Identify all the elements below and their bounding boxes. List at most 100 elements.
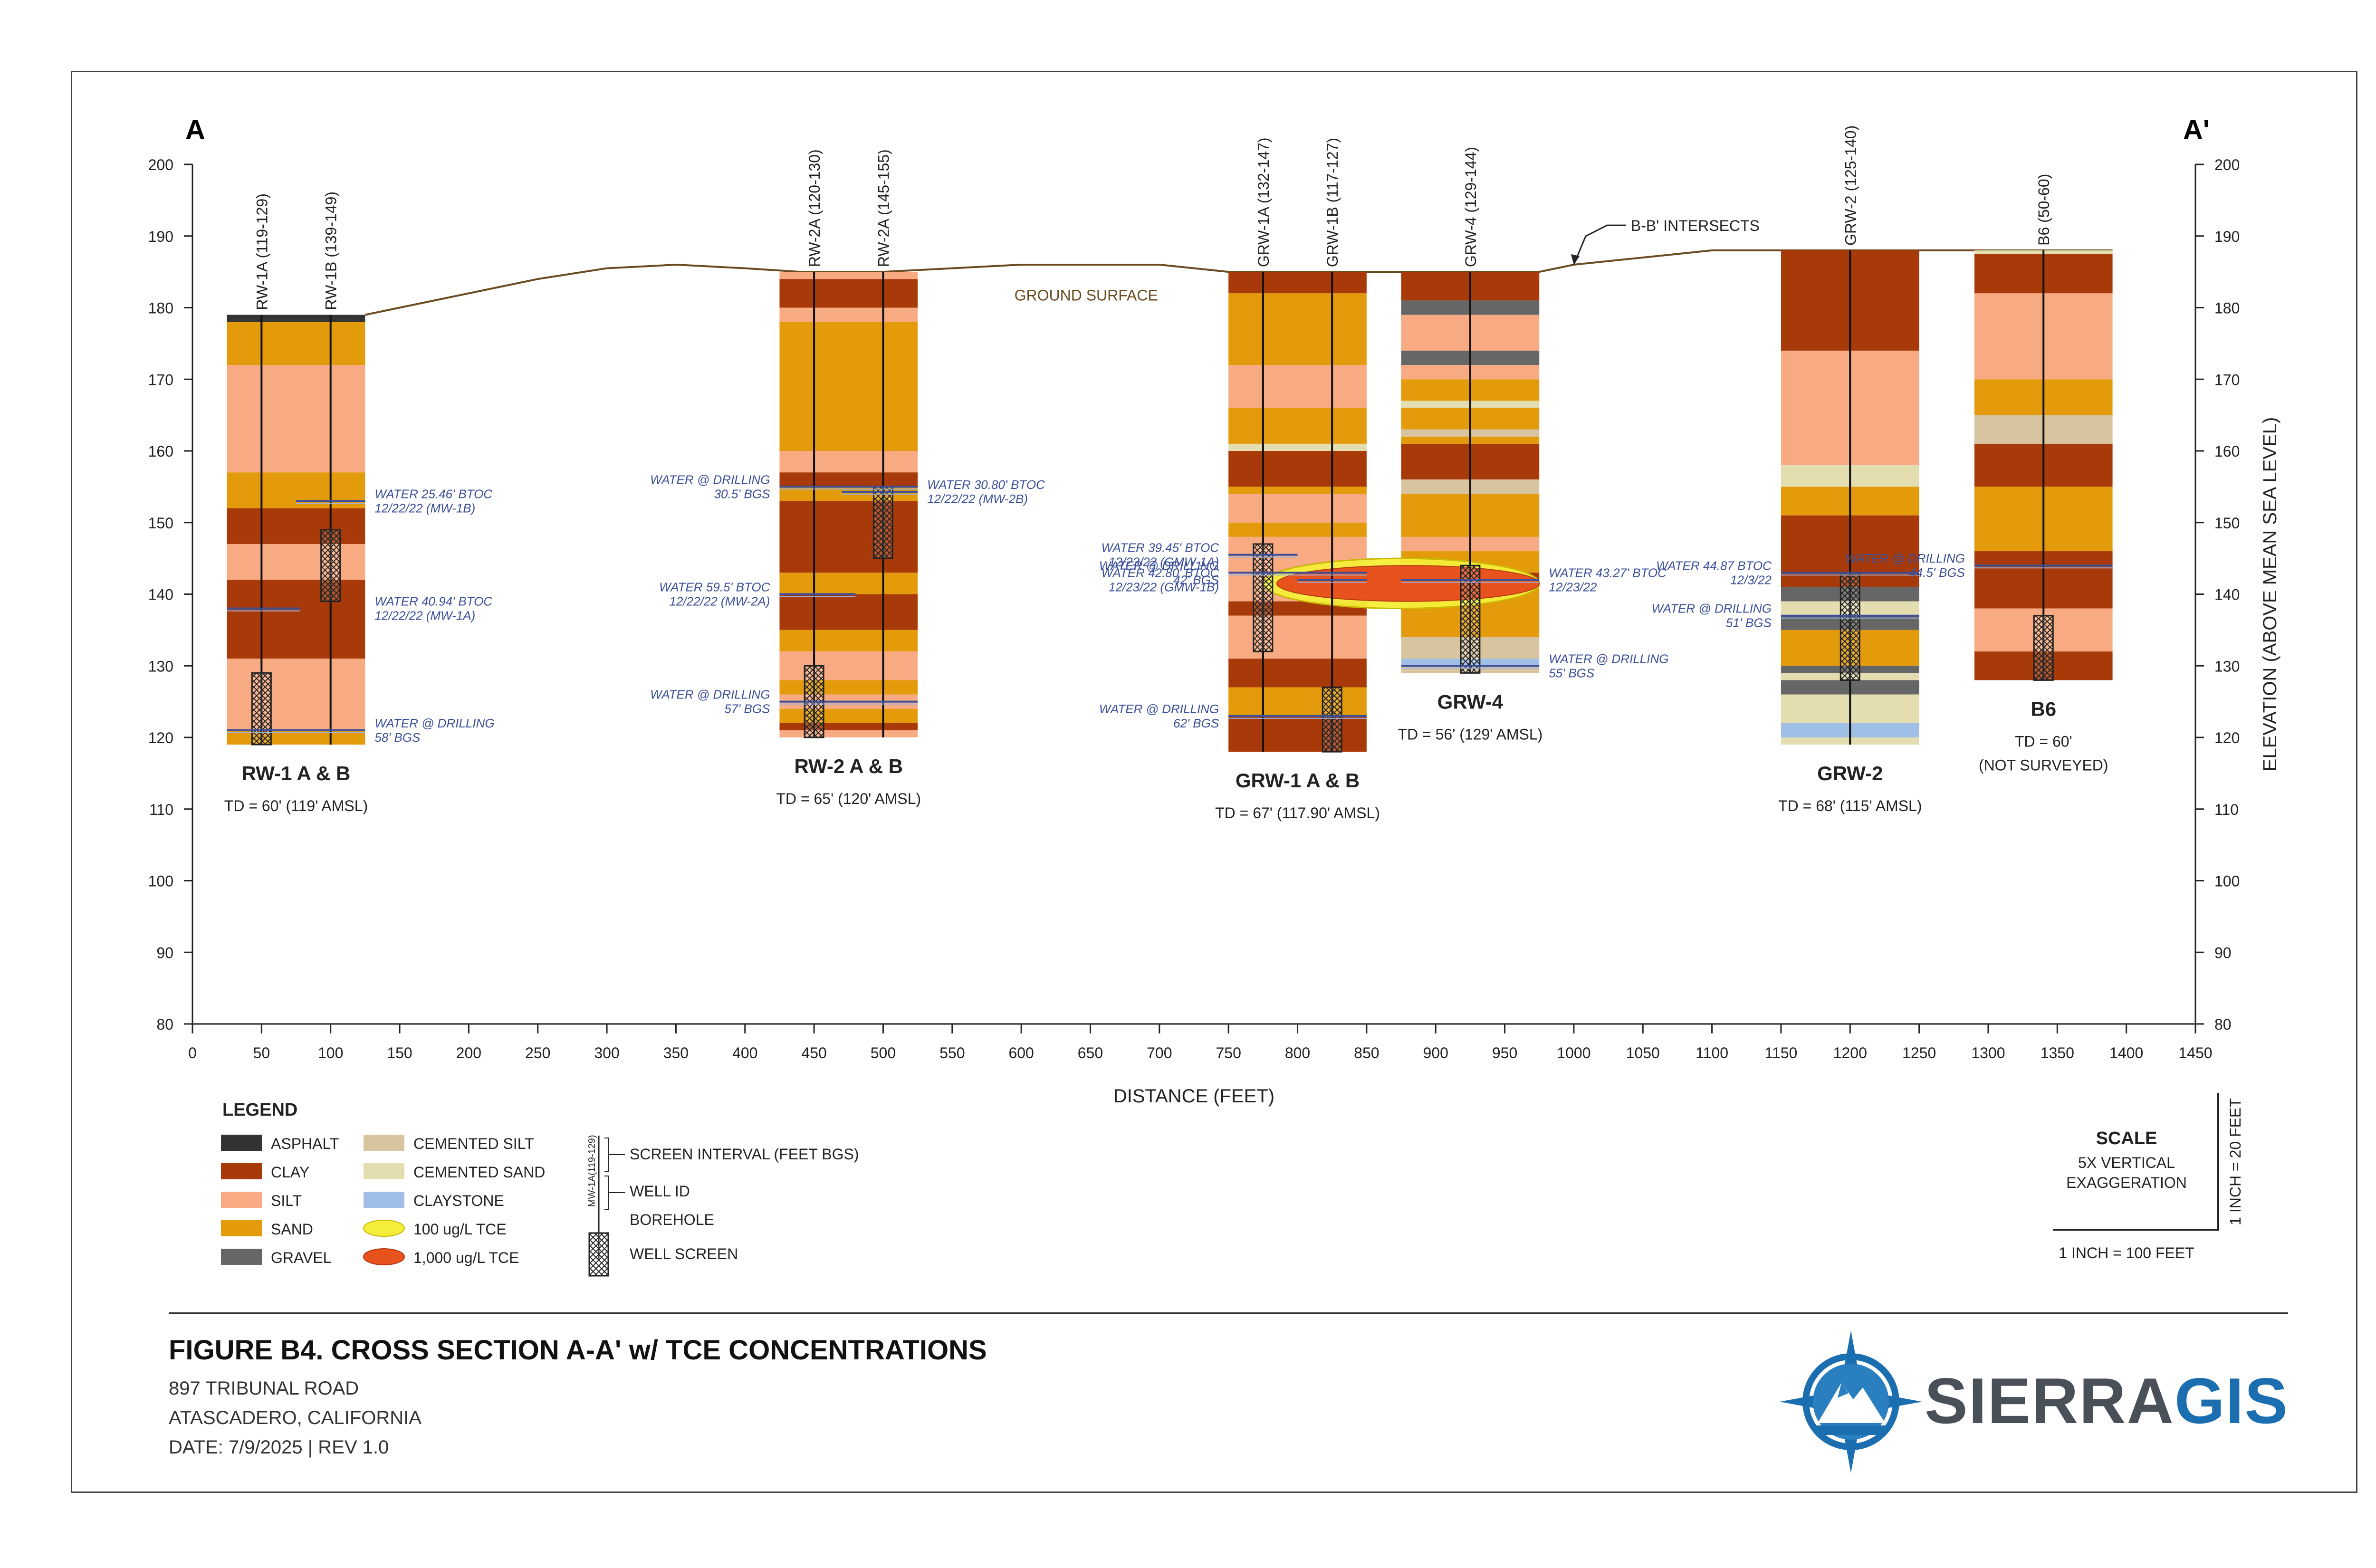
water-level-label: 12/3/22 <box>1730 573 1772 587</box>
water-level-label: WATER 25.46' BTOC <box>374 487 492 501</box>
layer-clay <box>1228 272 1367 294</box>
x-tick-label: 50 <box>253 1044 270 1061</box>
scale-line-1: 5X VERTICAL <box>2078 1154 2175 1171</box>
water-level-label: 12/23/22 (GMW-1A) <box>1109 555 1219 569</box>
well-id-label: B6 (50-60) <box>2035 174 2052 246</box>
x-tick-label: 1350 <box>2041 1044 2074 1061</box>
legend-label: SILT <box>271 1192 302 1209</box>
x-tick-label: 150 <box>387 1044 412 1061</box>
figure-title: FIGURE B4. CROSS SECTION A-A' w/ TCE CON… <box>169 1335 987 1366</box>
well-rw1: RW-1 A & B TD = 60' (119' AMSL) <box>224 315 368 814</box>
water-level-label: WATER @ DRILLING <box>1845 551 1965 565</box>
well-td: TD = 56' (129' AMSL) <box>1398 726 1542 743</box>
well-id-label: RW-2A (120-130) <box>806 149 823 267</box>
layer-sand <box>1228 487 1367 494</box>
well-screen <box>1460 564 1481 674</box>
x-tick-label: 800 <box>1285 1044 1310 1061</box>
section-label-a-prime: A' <box>2183 115 2210 145</box>
legend-bracket <box>604 1176 609 1210</box>
water-level-label: WATER @ DRILLING <box>650 688 770 702</box>
y-tick-label: 90 <box>156 944 173 961</box>
layer-silt <box>1228 615 1367 659</box>
y-tick-label-right: 120 <box>2214 729 2240 746</box>
y-tick-label: 190 <box>148 228 173 245</box>
scale-title: SCALE <box>2096 1128 2157 1148</box>
well-id-label: RW-1B (139-149) <box>323 191 340 310</box>
legend-well-item: SCREEN INTERVAL (FEET BGS) <box>630 1146 859 1163</box>
x-tick-label: 1300 <box>1971 1044 2005 1061</box>
legend-label: 100 ug/L TCE <box>413 1221 507 1238</box>
intersect-arrowhead <box>1571 254 1580 265</box>
well-td: TD = 60' (119' AMSL) <box>224 797 368 814</box>
legend-swatch-clay <box>221 1163 262 1179</box>
ground-surface-label: GROUND SURFACE <box>1015 287 1158 304</box>
well-screen <box>1253 543 1274 652</box>
x-tick-label: 250 <box>525 1044 550 1061</box>
legend-swatch-asphalt <box>221 1135 262 1151</box>
well-id-label: GRW-2 (125-140) <box>1842 125 1859 246</box>
tce-1000-contour <box>1276 565 1540 602</box>
layer-sand <box>1228 408 1367 444</box>
well-id-label: GRW-4 (129-144) <box>1462 147 1479 267</box>
y-tick-label-right: 140 <box>2214 586 2240 603</box>
x-tick-label: 850 <box>1354 1044 1379 1061</box>
y-tick-label: 160 <box>148 443 173 460</box>
layer-sand <box>779 630 918 652</box>
water-level-label: WATER @ DRILLING <box>374 716 494 730</box>
intersect-label: B-B' INTERSECTS <box>1631 217 1760 234</box>
well-id-label: RW-1A (119-129) <box>253 193 270 310</box>
x-tick-label: 500 <box>871 1044 896 1061</box>
layer-clay <box>779 472 918 487</box>
legend-well-item: BOREHOLE <box>630 1211 714 1228</box>
x-tick-label: 550 <box>939 1044 965 1061</box>
logo-wordmark: SIERRAGIS <box>1925 1364 2289 1438</box>
x-tick-label: 950 <box>1492 1044 1517 1061</box>
x-tick-label: 0 <box>188 1044 197 1061</box>
y-tick-label: 130 <box>148 658 173 675</box>
water-level-label: WATER @ DRILLING <box>1099 558 1219 573</box>
water-level-label: 12/22/22 (MW-1A) <box>374 609 475 623</box>
x-tick-label: 1400 <box>2109 1044 2143 1061</box>
well-id-label: RW-2A (145-155) <box>875 149 892 267</box>
water-level-label: WATER 44.87 BTOC <box>1656 558 1772 573</box>
x-tick-label: 650 <box>1078 1044 1103 1061</box>
layer-clay <box>1228 659 1367 688</box>
layer-sand <box>227 472 365 508</box>
scale-bracket <box>2053 1093 2219 1231</box>
x-tick-label: 450 <box>801 1044 826 1061</box>
y-tick-label-right: 160 <box>2214 443 2240 460</box>
ground-surface-line <box>364 249 2113 316</box>
layer-silt <box>1228 365 1367 408</box>
layer-sand <box>779 573 918 594</box>
y-tick-label: 170 <box>148 371 173 388</box>
layer-clay <box>1228 716 1367 752</box>
y-tick-label-right: 170 <box>2214 371 2240 388</box>
well-screen <box>2033 615 2054 681</box>
legend-swatch-silt <box>221 1192 262 1208</box>
scale-horizontal-label: 1 INCH = 100 FEET <box>2059 1244 2194 1262</box>
legend-swatch-gravel <box>221 1249 262 1265</box>
layer-sand <box>227 322 365 365</box>
well-rw2: RW-2 A & B TD = 65' (120' AMSL) <box>776 272 921 807</box>
legend-well-id-sample: MW-1A(119-129) <box>587 1135 597 1207</box>
x-tick-label: 1100 <box>1696 1044 1728 1061</box>
legend-label: 1,000 ug/L TCE <box>413 1249 519 1266</box>
layer-silt <box>227 544 365 580</box>
water-level-label: WATER @ DRILLING <box>1549 651 1668 666</box>
legend-title: LEGEND <box>222 1100 297 1120</box>
layer-sand <box>1228 522 1367 537</box>
water-level-label: 51' BGS <box>1726 616 1772 630</box>
well-td: TD = 60' <box>2015 733 2072 750</box>
water-level-label: 30.5' BGS <box>714 487 770 501</box>
water-level-label: 12/23/22 <box>1549 580 1597 594</box>
y-tick-label: 120 <box>148 729 173 746</box>
well-screen <box>320 529 341 602</box>
water-level-label: WATER 59.5' BTOC <box>659 580 770 594</box>
layer-silt <box>227 659 365 730</box>
y-tick-label: 110 <box>149 801 173 818</box>
x-tick-label: 350 <box>663 1044 689 1061</box>
water-level-label: WATER 39.45' BTOC <box>1101 541 1219 555</box>
well-b6: B6 TD = 60' (NOT SURVEYED) <box>1974 250 2113 774</box>
x-tick-label: 600 <box>1008 1044 1034 1061</box>
